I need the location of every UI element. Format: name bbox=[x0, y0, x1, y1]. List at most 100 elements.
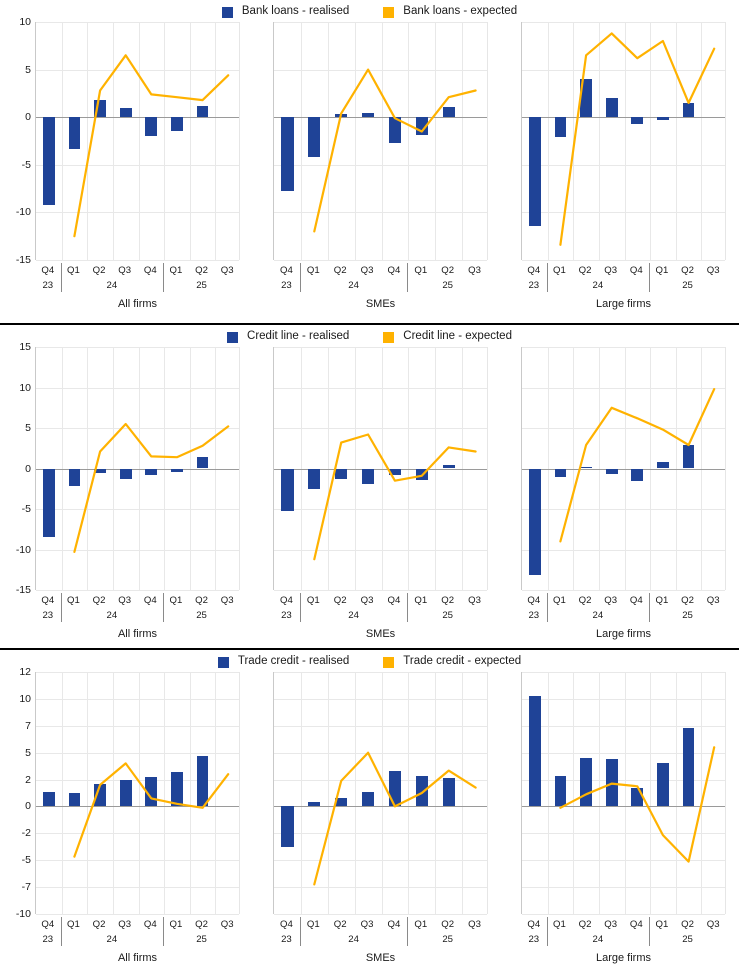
gridline-vertical bbox=[547, 672, 549, 914]
x-axis-quarter-label: Q2 bbox=[681, 595, 694, 606]
bar-realised bbox=[308, 117, 321, 158]
bar-realised bbox=[335, 798, 348, 807]
legend-label-realised: Trade credit - realised bbox=[237, 655, 350, 668]
bar-realised bbox=[42, 117, 55, 205]
gridline-vertical bbox=[675, 22, 677, 260]
gridline-vertical bbox=[598, 22, 600, 260]
x-axis-year-separator bbox=[299, 593, 301, 622]
x-axis-year-label: 23 bbox=[528, 934, 540, 945]
gridline-vertical bbox=[87, 22, 89, 260]
legend-label-expected: Credit line - expected bbox=[403, 330, 512, 343]
y-axis-tick-label: -10 bbox=[15, 543, 31, 556]
gridline-horizontal bbox=[522, 387, 725, 389]
gridline-vertical bbox=[300, 22, 302, 260]
x-axis-year-separator bbox=[163, 593, 165, 622]
legend-label-expected: Trade credit - expected bbox=[403, 655, 522, 668]
gridline-vertical bbox=[354, 22, 356, 260]
gridline-vertical bbox=[354, 672, 356, 914]
gridline-horizontal bbox=[274, 698, 487, 700]
y-axis-labels: 10 5 0 -5 -10 -15 bbox=[0, 17, 35, 265]
gridline-horizontal bbox=[274, 347, 487, 348]
x-axis-quarter-label: Q1 bbox=[306, 265, 320, 276]
x-axis-quarter-label: Q2 bbox=[333, 595, 347, 606]
panel-group-title: All firms bbox=[117, 628, 158, 640]
x-axis-year-separator bbox=[299, 917, 301, 946]
plot-area bbox=[273, 347, 488, 591]
x-axis-quarter-label: Q3 bbox=[220, 595, 234, 606]
x-axis-quarter-label: Q1 bbox=[655, 595, 669, 606]
gridline-vertical bbox=[112, 672, 114, 914]
gridline-horizontal bbox=[36, 212, 239, 214]
panel-group-title: All firms bbox=[117, 952, 158, 964]
x-axis-quarter-label: Q4 bbox=[143, 595, 157, 606]
panel-group-title: SMEs bbox=[365, 298, 396, 310]
bar-realised bbox=[554, 468, 567, 478]
x-axis-year-label: 23 bbox=[528, 280, 540, 291]
x-axis-quarter-label: Q2 bbox=[578, 265, 592, 276]
x-axis-quarter-label: Q3 bbox=[468, 919, 481, 930]
bar-realised bbox=[68, 793, 81, 807]
y-axis-tick-label: 5 bbox=[25, 421, 31, 434]
x-axis: Q4 Q1 Q2 Q3 Q4 Q1 Q2 Q3 23 24 25 SMEs bbox=[273, 262, 488, 323]
panel-group-title: Large firms bbox=[595, 298, 652, 310]
legend-swatch-realised-icon bbox=[227, 331, 239, 343]
gridline-vertical bbox=[650, 672, 652, 914]
gridline-horizontal bbox=[274, 590, 487, 591]
x-axis-year-label: 24 bbox=[348, 280, 359, 291]
bar-realised bbox=[119, 107, 132, 118]
bar-realised bbox=[388, 468, 402, 475]
panel-group-title: All firms bbox=[117, 298, 158, 310]
x-axis-quarter-label: Q3 bbox=[604, 595, 618, 606]
gridline-horizontal bbox=[36, 164, 239, 166]
x-axis-year-separator bbox=[546, 593, 548, 622]
bar-realised bbox=[196, 457, 209, 469]
bar-realised bbox=[415, 468, 428, 480]
x-axis-year-label: 23 bbox=[281, 280, 292, 291]
legend-swatch-expected-icon bbox=[383, 656, 395, 668]
x-axis: Q4 Q1 Q2 Q3 Q4 Q1 Q2 Q3 23 24 25 Large firms bbox=[521, 592, 726, 648]
x-axis-quarter-label: Q3 bbox=[118, 595, 132, 606]
x-axis-year-label: 23 bbox=[42, 934, 54, 945]
bar-realised bbox=[171, 117, 183, 131]
x-axis-quarter-label: Q1 bbox=[655, 919, 669, 930]
x-axis-quarter-label: Q1 bbox=[169, 265, 183, 276]
line-expected bbox=[559, 746, 716, 863]
bar-realised bbox=[528, 468, 541, 575]
gridline-horizontal bbox=[522, 914, 725, 915]
chart-row-trade-credit: Trade credit - realised Trade credit - e… bbox=[0, 650, 739, 973]
bar-realised bbox=[361, 468, 375, 484]
bar-realised bbox=[94, 100, 106, 118]
gridline-vertical bbox=[701, 22, 703, 260]
zero-axis-line bbox=[36, 117, 239, 119]
x-axis-quarter-label: Q1 bbox=[553, 595, 566, 606]
x-axis-quarter-label: Q4 bbox=[280, 265, 293, 276]
bar-realised bbox=[682, 445, 695, 469]
bar-realised bbox=[361, 791, 375, 807]
gridline-vertical bbox=[598, 672, 600, 914]
gridline-horizontal bbox=[522, 698, 725, 700]
x-axis-quarter-label: Q4 bbox=[387, 265, 401, 276]
gridline-horizontal bbox=[274, 833, 487, 835]
gridline-horizontal bbox=[36, 860, 239, 862]
gridline-vertical bbox=[164, 672, 166, 914]
x-axis-quarter-label: Q4 bbox=[41, 265, 55, 276]
gridline-vertical bbox=[624, 22, 626, 260]
gridline-vertical bbox=[215, 672, 217, 914]
plot-area bbox=[521, 22, 726, 261]
x-axis-quarter-label: Q4 bbox=[41, 919, 55, 930]
gridline-horizontal bbox=[522, 69, 725, 71]
gridline-vertical bbox=[61, 22, 63, 260]
gridline-horizontal bbox=[274, 860, 487, 862]
gridline-horizontal bbox=[274, 549, 487, 551]
gridline-horizontal bbox=[36, 590, 239, 591]
gridline-horizontal bbox=[522, 549, 725, 551]
gridline-horizontal bbox=[274, 672, 487, 673]
gridline-horizontal bbox=[522, 672, 725, 673]
gridline-horizontal bbox=[522, 428, 725, 429]
bar-realised bbox=[631, 117, 644, 124]
gridline-vertical bbox=[462, 22, 464, 260]
y-axis-tick-label: -5 bbox=[21, 853, 31, 866]
gridline-horizontal bbox=[36, 672, 239, 673]
legend-swatch-realised-icon bbox=[217, 656, 229, 668]
x-axis-quarter-label: Q3 bbox=[118, 919, 132, 930]
